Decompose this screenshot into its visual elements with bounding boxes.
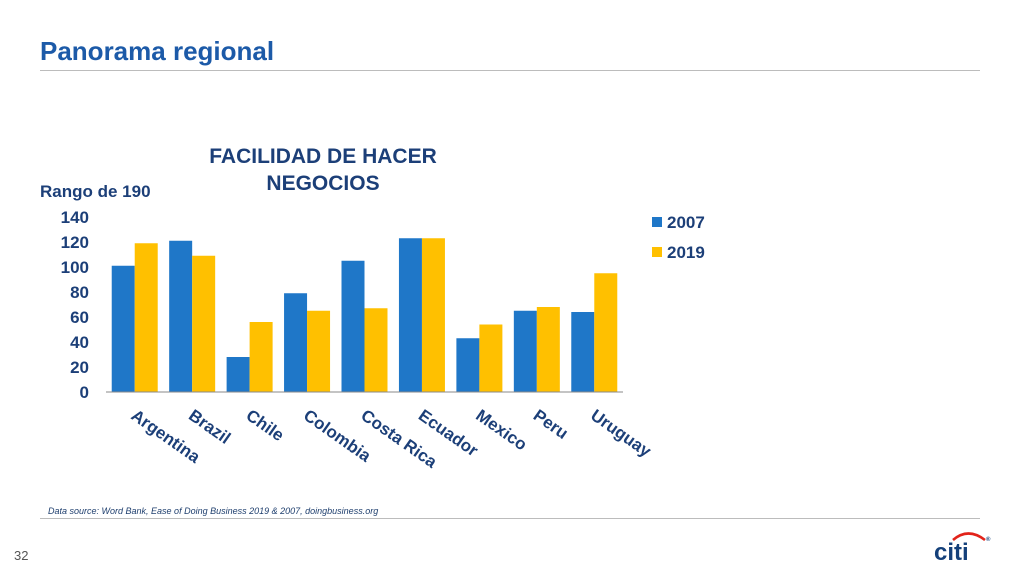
bar-2007-costa-rica bbox=[341, 260, 365, 392]
citi-logo-arc bbox=[952, 532, 986, 542]
y-axis-ticks: 0 20 40 60 80 100 120 140 bbox=[61, 208, 89, 402]
x-tick-label: Brazil bbox=[185, 406, 234, 448]
y-tick-label: 120 bbox=[61, 233, 89, 252]
chart-title-line-1: FACILIDAD DE HACER bbox=[209, 145, 437, 168]
y-tick-label: 40 bbox=[70, 333, 89, 352]
y-tick-label: 100 bbox=[61, 258, 89, 277]
page-number: 32 bbox=[14, 548, 29, 563]
bar-2019-peru bbox=[536, 307, 560, 392]
x-tick-label: Uruguay bbox=[587, 406, 655, 461]
bar-2007-ecuador bbox=[398, 238, 422, 392]
bar-2019-uruguay bbox=[594, 273, 618, 392]
y-tick-label: 20 bbox=[70, 358, 89, 377]
legend-label-2019: 2019 bbox=[667, 243, 705, 262]
y-tick-label: 0 bbox=[80, 383, 89, 402]
bar-2019-mexico bbox=[479, 324, 503, 392]
x-tick-label: Chile bbox=[243, 406, 288, 445]
bar-2019-colombia bbox=[307, 310, 331, 392]
bar-2007-brazil bbox=[169, 240, 193, 392]
citi-logo: citi ® bbox=[934, 532, 991, 566]
bar-2007-argentina bbox=[111, 265, 135, 392]
bar-2019-brazil bbox=[192, 255, 216, 392]
bar-2019-argentina bbox=[134, 243, 158, 392]
y-tick-label: 80 bbox=[70, 283, 89, 302]
bar-2007-peru bbox=[513, 310, 537, 392]
page-title: Panorama regional bbox=[40, 36, 275, 66]
bar-2007-uruguay bbox=[571, 312, 595, 392]
x-tick-label: Mexico bbox=[472, 406, 530, 455]
x-tick-label: Peru bbox=[530, 406, 572, 443]
legend-swatch-2007 bbox=[652, 217, 662, 227]
footer-divider bbox=[40, 518, 980, 519]
bar-2007-colombia bbox=[284, 293, 308, 392]
citi-logo-registered: ® bbox=[986, 536, 991, 543]
bar-2007-chile bbox=[226, 357, 250, 392]
bar-2007-mexico bbox=[456, 338, 480, 392]
chart-bars bbox=[111, 238, 618, 392]
y-tick-label: 140 bbox=[61, 208, 89, 227]
citi-logo-text: citi bbox=[934, 539, 969, 566]
y-axis-label: Rango de 190 bbox=[40, 182, 151, 201]
legend-swatch-2019 bbox=[652, 247, 662, 257]
legend-label-2007: 2007 bbox=[667, 213, 705, 232]
bar-2019-costa-rica bbox=[364, 308, 388, 392]
chart-title-line-2: NEGOCIOS bbox=[266, 172, 379, 195]
source-note: Data source: Word Bank, Ease of Doing Bu… bbox=[48, 506, 379, 516]
chart-legend: 2007 2019 bbox=[652, 213, 705, 262]
title-divider bbox=[40, 70, 980, 71]
bar-2019-chile bbox=[249, 322, 273, 392]
y-tick-label: 60 bbox=[70, 308, 89, 327]
bar-2019-ecuador bbox=[421, 238, 445, 392]
